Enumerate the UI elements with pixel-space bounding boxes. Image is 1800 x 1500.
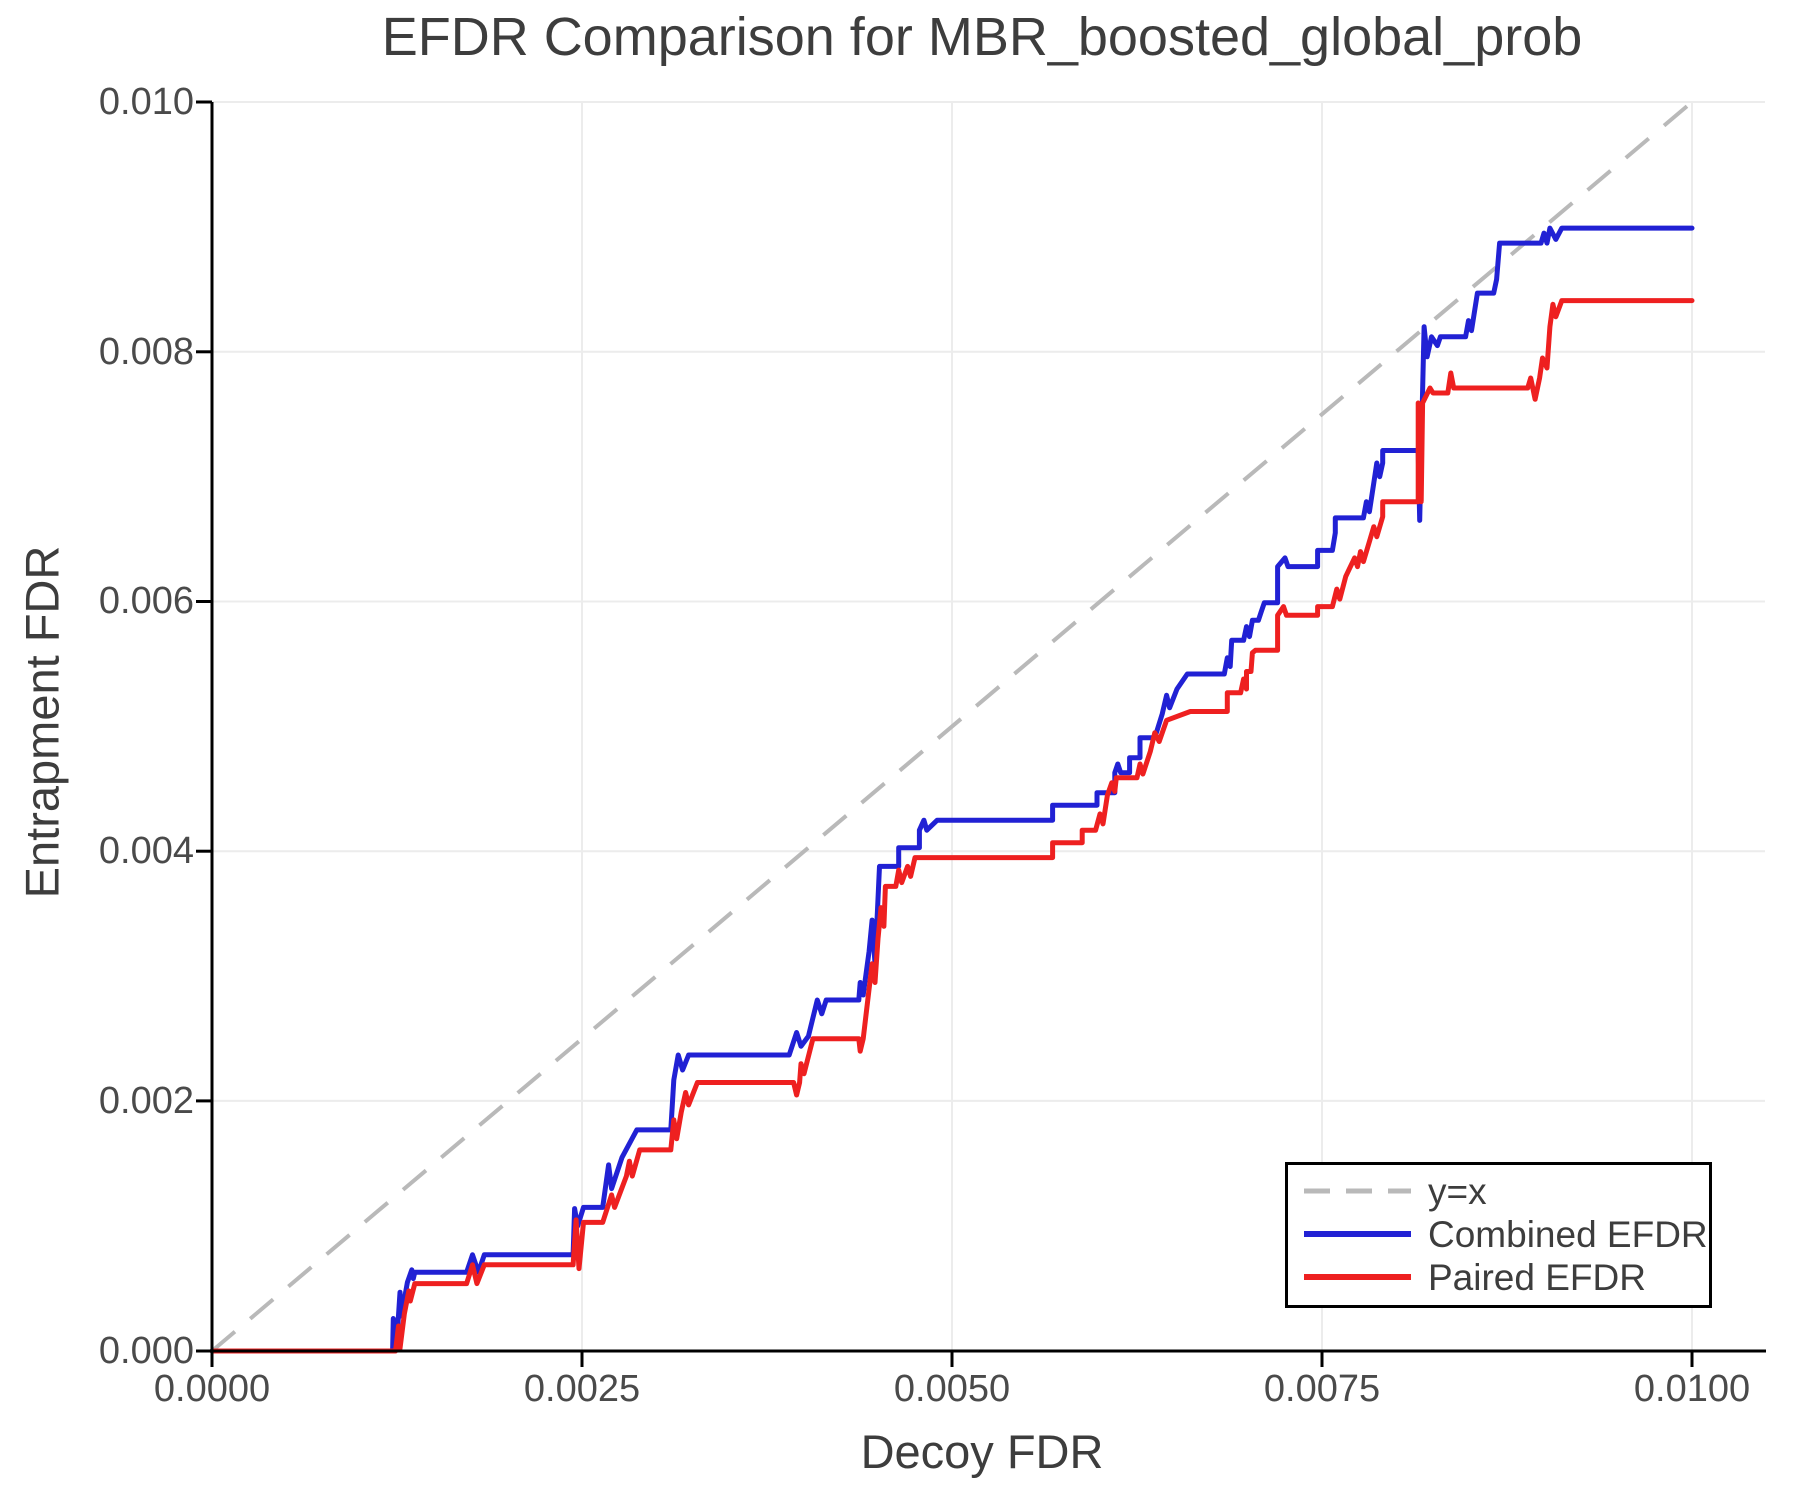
paired-efdr-line (209, 298, 1695, 1354)
x-tick-label: 0.0025 (523, 1368, 641, 1410)
identity-line (210, 100, 1694, 1353)
y-tick-label: 0.006 (98, 580, 194, 622)
legend: y=x Combined EFDR Paired EFDR (1285, 1162, 1712, 1308)
combined-efdr-swatch (1304, 1231, 1411, 1237)
y-tick-label: 0.008 (98, 331, 194, 373)
legend-entry-identity: y=x (1288, 1169, 1709, 1213)
chart-title: EFDR Comparison for MBR_boosted_global_p… (381, 7, 1583, 67)
axis-spines (210, 102, 1766, 1353)
legend-entry-paired: Paired EFDR (1288, 1255, 1709, 1299)
y-tick-label: 0.000 (98, 1330, 194, 1372)
legend-entry-combined: Combined EFDR (1288, 1212, 1709, 1256)
legend-label-paired: Paired EFDR (1428, 1257, 1646, 1298)
gridlines (212, 101, 1765, 1351)
identity-line-swatch (1304, 1188, 1411, 1194)
x-tick-label: 0.0100 (1633, 1368, 1751, 1410)
x-tick-label: 0.0050 (893, 1368, 1011, 1410)
paired-efdr-swatch (1304, 1274, 1411, 1280)
legend-label-identity: y=x (1428, 1171, 1487, 1212)
axis-ticks (196, 100, 1694, 1367)
y-tick-label: 0.010 (98, 81, 194, 123)
x-tick-label: 0.0075 (1263, 1368, 1381, 1410)
legend-label-combined: Combined EFDR (1428, 1214, 1708, 1255)
y-tick-label: 0.002 (98, 1080, 194, 1122)
x-tick-label: 0.0000 (153, 1368, 271, 1410)
y-tick-label: 0.004 (98, 830, 194, 872)
x-axis-label: Decoy FDR (860, 1425, 1104, 1478)
